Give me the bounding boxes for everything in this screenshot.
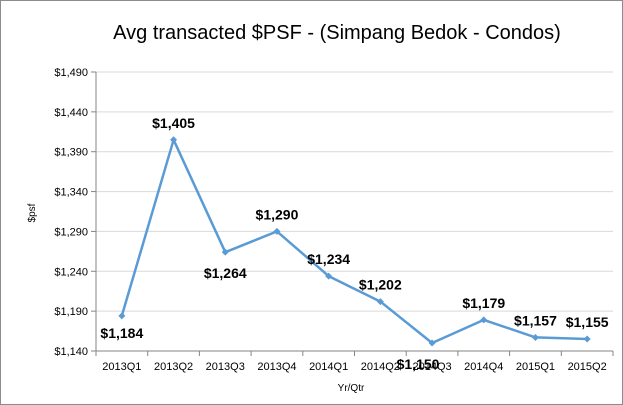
- x-tick-label: 2014Q3: [412, 361, 451, 373]
- data-point: [221, 248, 229, 256]
- series-line: [120, 138, 588, 345]
- y-axis-title: $psf: [27, 203, 38, 222]
- x-tick-label: 2013Q3: [206, 361, 245, 373]
- data-label: $1,155: [566, 314, 609, 330]
- y-tick-label: $1,490: [54, 67, 88, 79]
- data-label: $1,234: [307, 251, 350, 267]
- x-axis-ticks: 2013Q1 2013Q2 2013Q3 2013Q4 2014Q1 2014Q2 2014…: [95, 351, 614, 373]
- y-tick-label: $1,340: [54, 187, 88, 199]
- x-tick-label: 2015Q1: [516, 361, 555, 373]
- y-axis-ticks: $1,140 $1,190 $1,240 $1,290 $1,340 $1,390 $1,4…: [54, 67, 96, 358]
- data-label: $1,179: [462, 295, 505, 311]
- data-point: [428, 339, 436, 347]
- data-point: [170, 136, 178, 144]
- x-tick-label: 2014Q1: [309, 361, 348, 373]
- data-label: $1,290: [256, 206, 299, 222]
- y-tick-label: $1,190: [54, 306, 88, 318]
- chart-title: Avg transacted $PSF - (Simpang Bedok - C…: [113, 22, 561, 44]
- y-tick-label: $1,290: [54, 226, 88, 238]
- data-point: [325, 272, 333, 280]
- y-tick-label: $1,240: [54, 266, 88, 278]
- data-label: $1,150: [397, 356, 440, 372]
- x-tick-label: 2013Q4: [257, 361, 296, 373]
- data-label: $1,157: [514, 312, 557, 328]
- data-point: [376, 298, 384, 306]
- gridlines: [96, 71, 613, 312]
- data-point: [118, 312, 126, 320]
- x-tick-label: 2013Q1: [102, 361, 141, 373]
- y-tick-label: $1,440: [54, 107, 88, 119]
- x-tick-label: 2014Q2: [361, 361, 400, 373]
- x-axis-title: Yr/Qtr: [338, 383, 365, 394]
- x-tick-label: 2015Q2: [568, 361, 607, 373]
- data-point: [480, 316, 488, 324]
- series-line-group: [118, 136, 591, 347]
- data-label: $1,184: [100, 325, 143, 341]
- data-point: [583, 335, 591, 343]
- x-tick-label: 2014Q4: [464, 361, 503, 373]
- data-label: $1,202: [359, 277, 402, 293]
- y-tick-label: $1,390: [54, 147, 88, 159]
- y-tick-label: $1,140: [54, 346, 88, 358]
- data-point: [531, 333, 539, 341]
- data-label: $1,264: [204, 265, 247, 281]
- x-tick-label: 2013Q2: [154, 361, 193, 373]
- data-labels: $1,184 $1,405 $1,264 $1,290 $1,234 $1,202 $1,1…: [100, 115, 608, 372]
- data-point: [273, 227, 281, 235]
- data-label: $1,405: [152, 115, 195, 131]
